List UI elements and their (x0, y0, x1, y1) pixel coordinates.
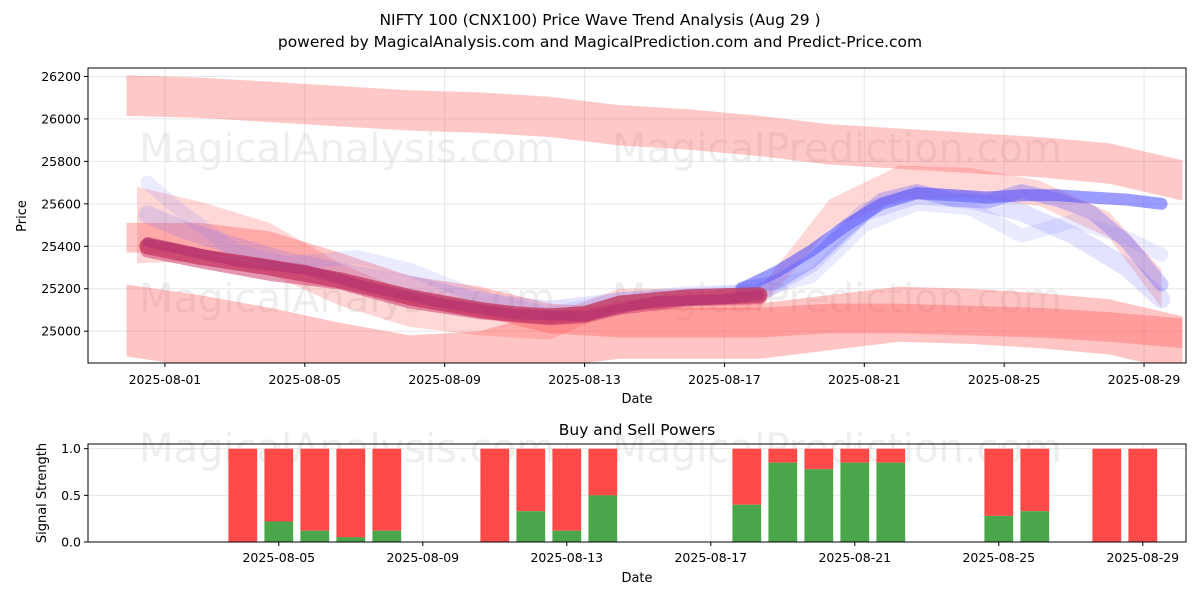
buy-power-bar (804, 469, 834, 542)
blue-wave-line-1 (734, 184, 1169, 296)
sell-power-bar (1020, 448, 1050, 512)
signal-x-tick-label: 2025-08-25 (962, 550, 1035, 565)
buy-power-bar (588, 495, 618, 542)
main-title-line1: NIFTY 100 (CNX100) Price Wave Trend Anal… (379, 11, 820, 29)
price-x-tick-label: 2025-08-21 (828, 372, 901, 387)
buy-power-bar (840, 462, 870, 542)
price-x-tick-label: 2025-08-05 (268, 372, 341, 387)
sell-power-bar (840, 448, 870, 463)
sell-power-bar (516, 448, 546, 512)
price-x-tick-label: 2025-08-17 (688, 372, 761, 387)
signal-chart-frame (87, 443, 1187, 543)
signal-y-tick-label: 0.0 (61, 535, 81, 550)
buy-power-bar (372, 530, 402, 542)
sell-power-bar (336, 448, 366, 538)
buy-power-bar (876, 462, 906, 542)
signal-chart-title: Buy and Sell Powers (559, 421, 716, 439)
buy-power-bar (336, 537, 366, 542)
sell-power-bar (228, 448, 258, 542)
price-x-tick-label: 2025-08-29 (1108, 372, 1181, 387)
sell-power-bar (768, 448, 798, 463)
buy-power-bar (300, 530, 330, 542)
buy-power-bar (732, 504, 762, 542)
signal-x-tick-label: 2025-08-13 (530, 550, 603, 565)
signal-x-tick-label: 2025-08-17 (674, 550, 747, 565)
signal-chart-bars (228, 448, 1158, 542)
price-chart-y-ticks: 25000 25200 25400 25600 25800 26000 26200 (41, 69, 88, 339)
red-trend-band-1 (126, 284, 1183, 363)
price-y-tick-label: 25600 (41, 196, 81, 211)
buy-power-bar (264, 521, 294, 542)
signal-x-tick-label: 2025-08-09 (386, 550, 459, 565)
price-y-tick-label: 25000 (41, 324, 81, 339)
price-y-tick-label: 25200 (41, 281, 81, 296)
price-x-tick-label: 2025-08-09 (408, 372, 481, 387)
signal-x-tick-label: 2025-08-05 (242, 550, 315, 565)
watermark-text: MagicalAnalysis.com (139, 126, 555, 172)
price-chart-x-ticks: 2025-08-01 2025-08-05 2025-08-09 2025-08-13… (129, 363, 1181, 387)
signal-chart-y-ticks: 0.0 0.5 1.0 (61, 441, 88, 550)
red-trend-band-0 (126, 75, 1183, 201)
signal-chart-x-ticks: 2025-08-05 2025-08-09 2025-08-13 2025-08-17… (242, 542, 1179, 565)
price-chart: MagicalAnalysis.com MagicalPrediction.com… (15, 67, 1187, 407)
price-y-tick-label: 25800 (41, 154, 81, 169)
price-x-tick-label: 2025-08-13 (548, 372, 621, 387)
sell-power-bar (1128, 448, 1158, 542)
price-chart-series (126, 75, 1183, 363)
sell-power-bar (300, 448, 330, 531)
signal-chart-y-label: Signal Strength (35, 443, 50, 543)
signal-y-tick-label: 1.0 (61, 441, 81, 456)
signal-x-tick-label: 2025-08-21 (818, 550, 891, 565)
sell-power-bar (804, 448, 834, 470)
signal-y-tick-label: 0.5 (61, 488, 81, 503)
price-x-tick-label: 2025-08-01 (129, 372, 202, 387)
sell-power-bar (732, 448, 762, 505)
sell-power-bar (552, 448, 582, 531)
sell-power-bar (264, 448, 294, 522)
watermark-text: MagicalPrediction.com (612, 126, 1062, 172)
price-x-tick-label: 2025-08-25 (968, 372, 1041, 387)
signal-chart: Buy and Sell Powers MagicalAnalysis.comM… (35, 421, 1187, 586)
price-y-tick-label: 25400 (41, 239, 81, 254)
buy-power-bar (768, 462, 798, 542)
buy-power-bar (1020, 511, 1050, 542)
blue-wave-line-0 (735, 187, 1168, 295)
price-y-tick-label: 26000 (41, 111, 81, 126)
signal-x-tick-label: 2025-08-29 (1106, 550, 1179, 565)
buy-power-bar (984, 515, 1014, 542)
buy-power-bar (516, 511, 546, 542)
sell-power-bar (372, 448, 402, 531)
signal-chart-x-label: Date (621, 571, 652, 586)
sell-power-bar (480, 448, 510, 542)
sell-power-bar (984, 448, 1014, 516)
buy-power-bar (552, 530, 582, 542)
price-chart-x-label: Date (621, 392, 652, 407)
main-title-line2: powered by MagicalAnalysis.com and Magic… (278, 33, 922, 51)
sell-power-bar (876, 448, 906, 463)
sell-power-bar (1092, 448, 1122, 542)
red-trend-band-2 (126, 222, 1183, 349)
sell-power-bar (588, 448, 618, 496)
price-y-tick-label: 26200 (41, 69, 81, 84)
price-chart-frame (87, 67, 1187, 364)
price-trend-line-2 (142, 237, 765, 322)
price-chart-y-label: Price (15, 200, 30, 232)
